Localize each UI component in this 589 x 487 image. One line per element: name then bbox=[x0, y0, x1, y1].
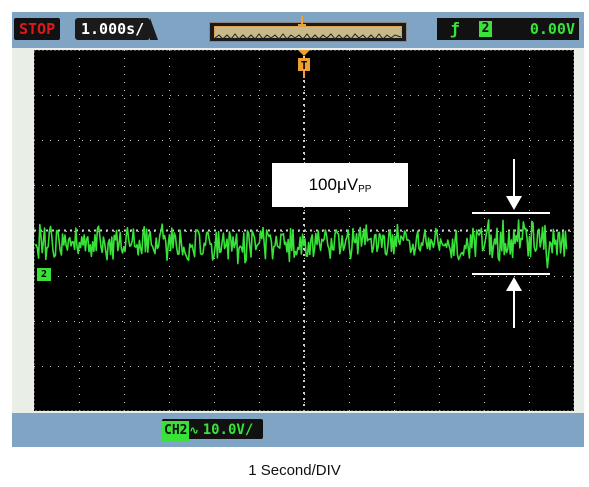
graticule bbox=[34, 50, 574, 411]
memory-window bbox=[209, 22, 407, 42]
channel-bar: CH2 ∿ 10.0V/ bbox=[12, 413, 584, 447]
waveform-preview-icon bbox=[214, 33, 402, 40]
channel-scale-badge[interactable]: CH2 ∿ 10.0V/ bbox=[162, 419, 264, 441]
run-state-badge[interactable]: STOP bbox=[14, 18, 61, 40]
trigger-source: 2 bbox=[479, 21, 492, 37]
caption: 1 Second/DIV bbox=[248, 462, 341, 479]
trigger-position-icon bbox=[298, 16, 306, 26]
ch2-trace bbox=[34, 219, 568, 269]
trigger-badge[interactable]: ƒ 2 0.00V bbox=[437, 18, 579, 40]
amplitude-value: 100μV bbox=[308, 175, 359, 194]
trigger-marker-letter: T bbox=[301, 59, 308, 72]
channel-name: CH2 bbox=[162, 421, 190, 441]
status-bar: STOP 1.000s/ ƒ 2 0.00V bbox=[12, 12, 584, 48]
timebase-badge[interactable]: 1.000s/ bbox=[75, 18, 159, 40]
trigger-edge-icon: ƒ bbox=[450, 19, 460, 38]
waveform-screen: T 2 100μVPP bbox=[34, 50, 574, 411]
channel-marker[interactable]: 2 bbox=[37, 268, 51, 281]
oscilloscope-display: STOP 1.000s/ ƒ 2 0.00V bbox=[12, 12, 584, 447]
amplitude-annotation: 100μVPP bbox=[272, 163, 408, 207]
trigger-marker-icon: T bbox=[298, 50, 310, 78]
memory-window-icon bbox=[214, 26, 402, 40]
peak-to-peak-arrows-icon bbox=[472, 159, 550, 328]
amplitude-subscript: PP bbox=[358, 184, 372, 195]
trigger-level: 0.00V bbox=[529, 20, 575, 38]
channel-scale: 10.0V/ bbox=[202, 422, 254, 438]
coupling-icon: ∿ bbox=[189, 424, 199, 437]
